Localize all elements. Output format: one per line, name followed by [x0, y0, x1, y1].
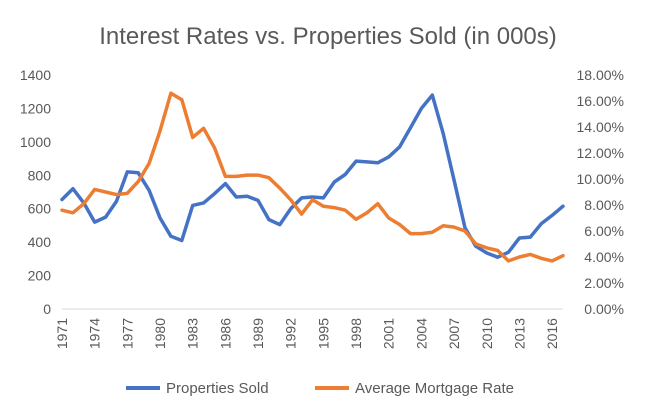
y-tick-label-left: 1400: [20, 67, 51, 83]
y-tick-label-right: 16.00%: [577, 93, 624, 109]
y-tick-label-left: 1000: [20, 134, 51, 150]
y-tick-label-left: 200: [28, 268, 52, 284]
x-tick-label: 1971: [54, 318, 70, 349]
y-tick-label-right: 0.00%: [584, 301, 624, 317]
series-line-properties-sold: [60, 93, 565, 259]
series-line-average-mortgage-rate: [60, 91, 565, 263]
y-tick-label-right: 2.00%: [584, 275, 624, 291]
y-tick-label-right: 8.00%: [584, 197, 624, 213]
y-tick-label-right: 4.00%: [584, 249, 624, 265]
x-tick-label: 1998: [348, 318, 364, 349]
y-tick-label-right: 6.00%: [584, 223, 624, 239]
x-tick-label: 2007: [446, 318, 462, 349]
y-tick-label-right: 12.00%: [577, 145, 624, 161]
y-tick-label-left: 0: [43, 301, 51, 317]
legend-label-average-mortgage-rate: Average Mortgage Rate: [355, 380, 514, 397]
legend: Properties Sold Average Mortgage Rate: [126, 380, 514, 397]
x-tick-label: 2016: [544, 318, 560, 349]
x-tick-label: 1980: [152, 318, 168, 349]
series-layer: [60, 91, 565, 263]
y-tick-label-right: 18.00%: [577, 67, 624, 83]
y-tick-label-left: 1200: [20, 100, 51, 116]
x-tick-label: 1977: [119, 318, 135, 349]
x-tick-label: 2010: [479, 318, 495, 349]
chart-title: Interest Rates vs. Properties Sold (in 0…: [99, 23, 557, 50]
x-tick-label: 1995: [315, 318, 331, 349]
axes: 0 200 400 600 800 1000 1200 1400 0.00% 2.00% 4.00%…: [20, 67, 624, 349]
x-tick-label: 1992: [283, 318, 299, 349]
legend-label-properties-sold: Properties Sold: [166, 380, 269, 397]
y-tick-label-right: 14.00%: [577, 119, 624, 135]
x-tick-label: 1974: [87, 318, 103, 349]
x-tick-label: 2013: [511, 318, 527, 349]
x-tick-label: 2001: [381, 318, 397, 349]
y-tick-label-left: 600: [28, 201, 52, 217]
y-tick-label-right: 10.00%: [577, 171, 624, 187]
x-tick-label: 1983: [185, 318, 201, 349]
y-tick-label-left: 800: [28, 167, 52, 183]
x-tick-label: 1989: [250, 318, 266, 349]
y-tick-label-left: 400: [28, 234, 52, 250]
x-tick-label: 2004: [413, 318, 429, 349]
x-tick-label: 1986: [217, 318, 233, 349]
